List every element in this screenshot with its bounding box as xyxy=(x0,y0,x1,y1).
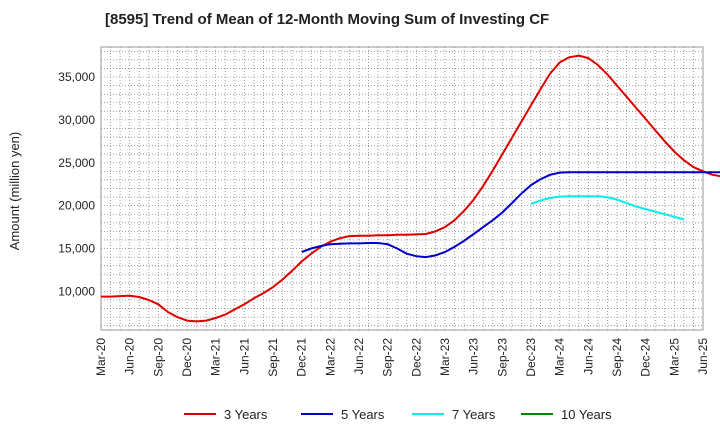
y-tick-label: 25,000 xyxy=(58,156,95,170)
x-tick-label: Dec-22 xyxy=(409,338,423,377)
x-tick-label: Mar-20 xyxy=(94,338,108,376)
x-tick-label: Dec-23 xyxy=(524,338,538,377)
series-line-5-years xyxy=(301,171,720,259)
y-tick-label: 20,000 xyxy=(58,199,95,213)
y-tick-label: 30,000 xyxy=(58,113,95,127)
x-tick-label: Dec-20 xyxy=(180,338,194,377)
legend-label: 10 Years xyxy=(561,407,612,422)
y-tick-label: 15,000 xyxy=(58,242,95,256)
series-line-7-years xyxy=(530,195,685,221)
x-tick-label: Mar-25 xyxy=(667,338,681,376)
x-tick-label: Sep-24 xyxy=(610,338,624,377)
legend-label: 5 Years xyxy=(341,407,385,422)
x-tick-label: Mar-21 xyxy=(209,338,223,376)
x-tick-label: Jun-21 xyxy=(237,338,251,375)
x-tick-label: Dec-24 xyxy=(639,338,653,377)
x-tick-label: Mar-23 xyxy=(438,338,452,376)
legend-label: 3 Years xyxy=(224,407,268,422)
x-tick-label: Sep-21 xyxy=(266,338,280,377)
axes: 10,000 15,000 20,000 25,000 30,000 35,000 Mar-… xyxy=(58,70,710,377)
y-axis-label: Amount (million yen) xyxy=(7,132,22,251)
x-tick-label: Jun-22 xyxy=(352,338,366,375)
y-tick-label: 10,000 xyxy=(58,284,95,298)
series-line-3-years xyxy=(101,54,720,323)
chart-title: [8595] Trend of Mean of 12-Month Moving … xyxy=(105,11,550,28)
x-tick-label: Jun-20 xyxy=(123,338,137,375)
y-tick-label: 35,000 xyxy=(58,70,95,84)
x-tick-label: Jun-25 xyxy=(696,338,710,375)
x-tick-label: Jun-24 xyxy=(581,338,595,375)
x-tick-label: Mar-24 xyxy=(553,338,567,376)
x-tick-label: Jun-23 xyxy=(467,338,481,375)
x-tick-label: Sep-22 xyxy=(381,338,395,377)
grid-lines xyxy=(101,47,703,330)
legend: 3 Years 5 Years 7 Years 10 Years xyxy=(184,407,612,422)
x-tick-label: Sep-20 xyxy=(151,338,165,377)
series-lines xyxy=(101,54,720,323)
x-tick-label: Mar-22 xyxy=(323,338,337,376)
legend-label: 7 Years xyxy=(452,407,496,422)
x-tick-label: Dec-21 xyxy=(295,338,309,377)
x-tick-label: Sep-23 xyxy=(495,338,509,377)
